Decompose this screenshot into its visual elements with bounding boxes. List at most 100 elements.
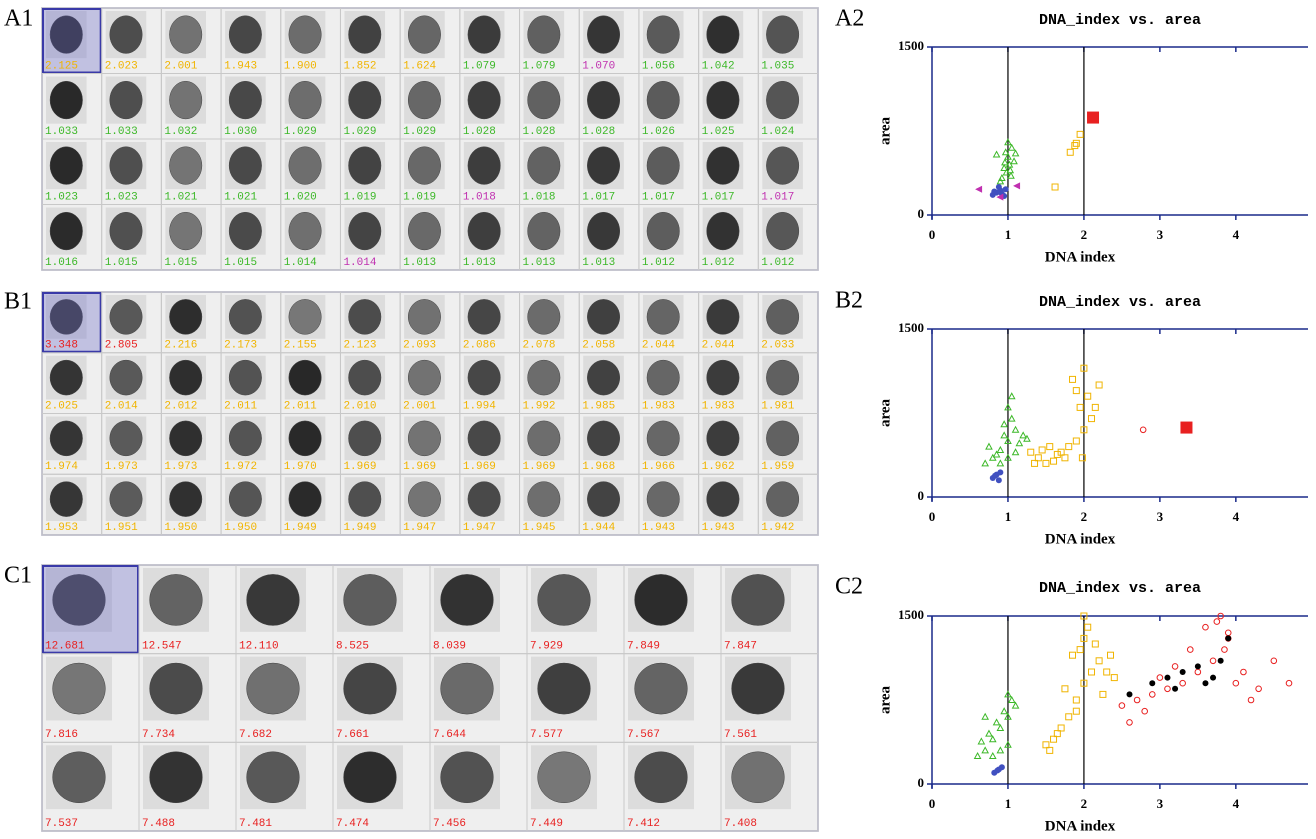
cell-value: 1.056 xyxy=(642,60,675,72)
cell-value: 1.013 xyxy=(582,257,615,269)
cell-nucleus xyxy=(587,421,619,456)
cell-nucleus xyxy=(707,299,739,334)
cell-nucleus xyxy=(468,147,500,185)
point xyxy=(1009,393,1015,399)
cell-nucleus xyxy=(468,360,500,395)
cell-nucleus xyxy=(766,16,798,54)
cell-nucleus xyxy=(150,752,203,803)
cell-value: 1.018 xyxy=(463,191,496,203)
cell-nucleus xyxy=(349,360,381,395)
cell-nucleus xyxy=(289,482,321,517)
page: {"panels":[ {"label":"A1","columns":13, … xyxy=(0,0,1316,839)
cell-nucleus xyxy=(110,81,142,119)
point xyxy=(997,747,1003,753)
cell-nucleus xyxy=(707,147,739,185)
point xyxy=(997,178,1003,184)
cell-value: 7.474 xyxy=(336,818,369,830)
cell-nucleus xyxy=(766,421,798,456)
point xyxy=(1195,669,1201,675)
cell-value: 1.019 xyxy=(403,191,436,203)
cell-value: 1.013 xyxy=(463,257,496,269)
point xyxy=(986,731,992,737)
cell-nucleus xyxy=(229,299,261,334)
cell-value: 1.013 xyxy=(403,257,436,269)
cell-nucleus xyxy=(528,147,560,185)
cell-value: 2.010 xyxy=(343,400,376,412)
cell-value: 1.024 xyxy=(761,126,794,138)
cell-nucleus xyxy=(408,482,440,517)
cell-value: 7.734 xyxy=(142,729,175,741)
cell-value: 1.017 xyxy=(702,191,735,203)
point xyxy=(1165,686,1171,692)
point xyxy=(1087,112,1099,124)
cell-value: 1.959 xyxy=(761,461,794,473)
cell-nucleus xyxy=(732,574,785,625)
y-tick-label: 0 xyxy=(918,206,925,221)
x-tick-label: 2 xyxy=(1081,509,1088,524)
cell-value: 1.028 xyxy=(523,126,556,138)
cell-nucleus xyxy=(110,421,142,456)
cell-value: 1.014 xyxy=(343,257,376,269)
cell-value: 1.023 xyxy=(105,191,138,203)
cell-value: 3.348 xyxy=(45,340,78,352)
point xyxy=(1210,658,1216,664)
cell-nucleus xyxy=(647,421,679,456)
x-tick-label: 3 xyxy=(1157,227,1164,242)
point xyxy=(1172,686,1178,692)
cell-value: 1.947 xyxy=(403,522,436,534)
cell-nucleus xyxy=(289,147,321,185)
cell-nucleus xyxy=(229,421,261,456)
y-axis-label: area xyxy=(877,685,893,714)
point xyxy=(1119,703,1125,709)
panel-label: A1 xyxy=(4,6,33,32)
cell-nucleus xyxy=(707,212,739,250)
cell-value: 2.216 xyxy=(164,340,197,352)
cell-value: 1.042 xyxy=(702,60,735,72)
cell-nucleus xyxy=(289,360,321,395)
cell-value: 12.547 xyxy=(142,641,182,653)
cell-value: 1.019 xyxy=(343,191,376,203)
cell-value: 7.849 xyxy=(627,641,660,653)
cell-value: 1.015 xyxy=(164,257,197,269)
cell-value: 1.029 xyxy=(284,126,317,138)
cell-value: 1.017 xyxy=(582,191,615,203)
cell-nucleus xyxy=(587,299,619,334)
cell-value: 7.412 xyxy=(627,818,660,830)
cell-nucleus xyxy=(538,663,591,714)
cell-value: 7.488 xyxy=(142,818,175,830)
cell-nucleus xyxy=(110,16,142,54)
cell-nucleus xyxy=(169,147,201,185)
cell-nucleus xyxy=(229,16,261,54)
cell-nucleus xyxy=(169,482,201,517)
cell-value: 1.033 xyxy=(45,126,78,138)
cell-value: 1.079 xyxy=(523,60,556,72)
point xyxy=(994,719,1000,725)
point xyxy=(1164,675,1170,681)
point xyxy=(1052,184,1058,190)
x-tick-label: 1 xyxy=(1005,796,1012,811)
cell-value: 2.125 xyxy=(45,60,78,72)
cell-nucleus xyxy=(408,81,440,119)
point xyxy=(1140,427,1146,433)
point xyxy=(1073,388,1079,394)
point xyxy=(997,460,1003,466)
cell-nucleus xyxy=(647,147,679,185)
point xyxy=(996,184,1002,190)
cell-value: 1.012 xyxy=(702,257,735,269)
point xyxy=(1073,438,1079,444)
cell-value: 1.032 xyxy=(164,126,197,138)
point xyxy=(1248,697,1254,703)
cell-nucleus xyxy=(349,482,381,517)
point xyxy=(1051,458,1057,464)
x-tick-label: 4 xyxy=(1233,227,1240,242)
cell-nucleus xyxy=(732,752,785,803)
point xyxy=(1077,647,1083,653)
point xyxy=(1180,669,1186,675)
cell-nucleus xyxy=(289,299,321,334)
point xyxy=(1073,708,1079,714)
point xyxy=(1001,421,1007,427)
point xyxy=(1077,404,1083,410)
chart-title: DNA_index vs. area xyxy=(1039,294,1201,311)
cell-nucleus xyxy=(408,212,440,250)
x-tick-label: 4 xyxy=(1233,509,1240,524)
